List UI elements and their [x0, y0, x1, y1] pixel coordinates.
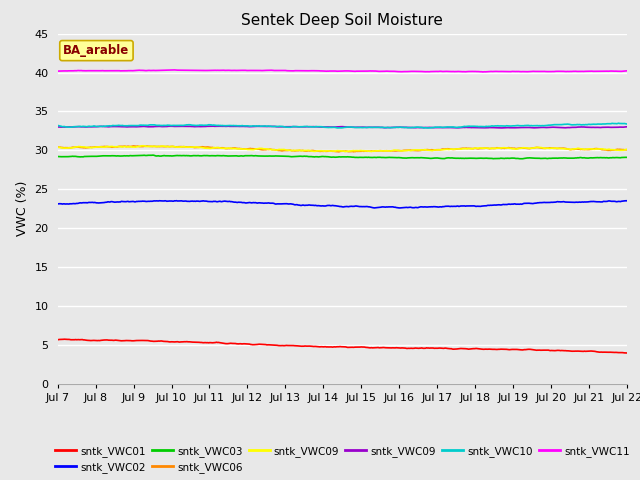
- Text: BA_arable: BA_arable: [63, 44, 129, 57]
- Title: Sentek Deep Soil Moisture: Sentek Deep Soil Moisture: [241, 13, 444, 28]
- Y-axis label: VWC (%): VWC (%): [16, 181, 29, 237]
- Legend: sntk_VWC01, sntk_VWC02, sntk_VWC03, sntk_VWC06, sntk_VWC09, sntk_VWC09, sntk_VWC: sntk_VWC01, sntk_VWC02, sntk_VWC03, sntk…: [51, 442, 634, 477]
